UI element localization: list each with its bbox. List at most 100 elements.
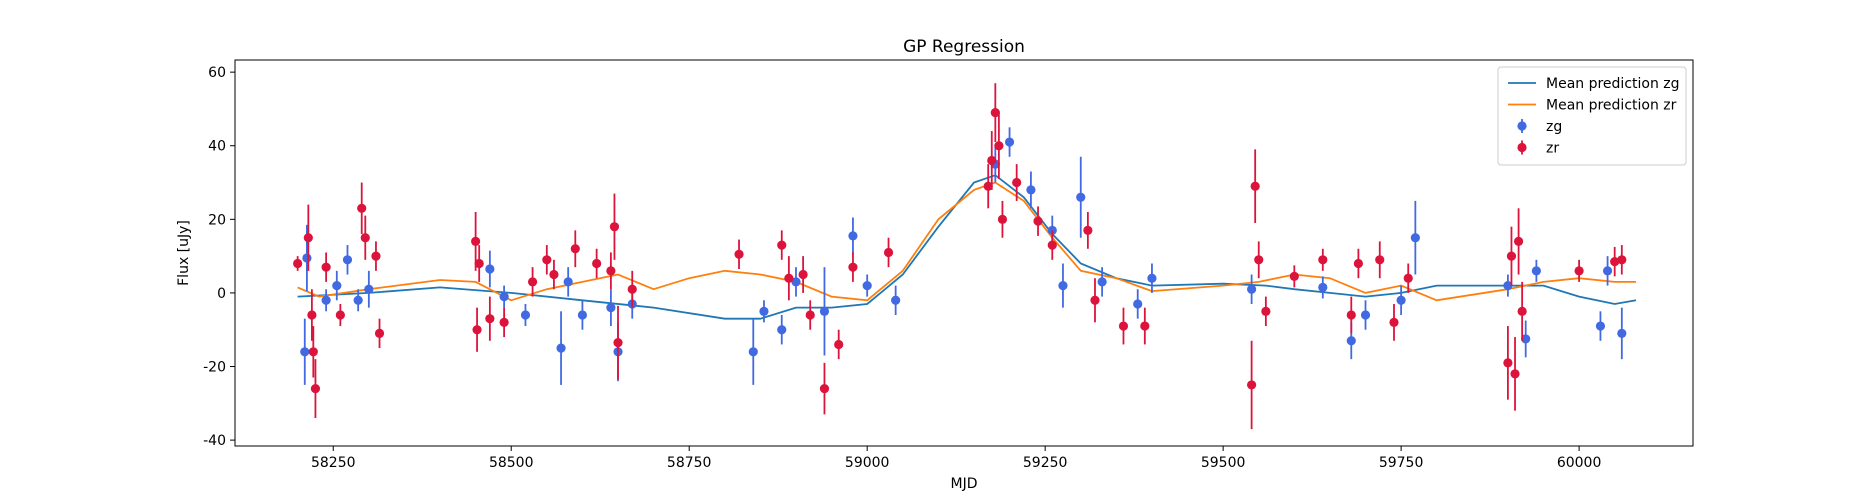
x-tick-label: 59750: [1379, 455, 1424, 471]
data-point: [987, 155, 997, 166]
data-point: [1058, 280, 1068, 291]
data-point: [520, 310, 531, 320]
data-point: [374, 328, 385, 339]
data-point: [563, 277, 573, 287]
data-point: [777, 240, 787, 250]
data-point: [335, 310, 345, 320]
data-point: [321, 295, 331, 305]
data-point: [1410, 233, 1420, 243]
data-point: [360, 233, 370, 243]
data-point: [1250, 181, 1260, 191]
data-point: [1004, 137, 1015, 147]
data-point: [549, 269, 559, 280]
data-point: [1517, 306, 1527, 316]
data-point: [1047, 240, 1057, 250]
data-point: [848, 231, 858, 241]
data-point: [997, 214, 1008, 224]
data-point: [1360, 310, 1371, 320]
data-point: [1521, 334, 1531, 344]
data-point: [1026, 185, 1036, 195]
data-point: [819, 306, 830, 316]
data-point: [527, 277, 538, 287]
data-point: [1147, 273, 1157, 283]
data-point: [1503, 280, 1513, 291]
legend-label: Mean prediction zg: [1546, 76, 1680, 92]
data-point: [485, 314, 495, 324]
data-point: [1510, 369, 1520, 379]
data-point: [1097, 277, 1107, 287]
data-point: [592, 258, 602, 269]
y-tick-label: -40: [203, 433, 226, 449]
legend-label: zr: [1546, 141, 1559, 157]
data-point: [1617, 328, 1627, 339]
data-point: [577, 310, 588, 320]
data-point: [1289, 271, 1299, 281]
data-point: [471, 236, 481, 247]
axes-frame: [234, 59, 1694, 447]
data-point: [759, 306, 769, 316]
data-point: [606, 266, 616, 276]
mean-line: [297, 181, 1636, 302]
data-point: [1595, 321, 1606, 331]
y-tick-label: 60: [208, 65, 226, 81]
legend-label: zg: [1546, 119, 1562, 135]
data-point: [1403, 273, 1413, 283]
x-tick-label: 59500: [1201, 455, 1246, 471]
data-point: [321, 262, 331, 272]
data-point: [1118, 321, 1129, 331]
data-point: [332, 280, 342, 291]
data-point: [1389, 317, 1399, 327]
data-point: [819, 383, 830, 394]
legend-marker: [1517, 142, 1527, 153]
data-point: [1396, 295, 1406, 305]
data-point: [734, 249, 744, 259]
x-tick-label: 58250: [311, 455, 356, 471]
data-point: [1012, 177, 1022, 188]
data-point: [1133, 299, 1143, 309]
legend-box: [1497, 66, 1687, 166]
data-point: [848, 262, 858, 272]
data-point: [862, 280, 872, 291]
chart-title: GP Regression: [903, 37, 1025, 57]
data-point: [1261, 306, 1271, 316]
data-point: [371, 251, 381, 261]
data-point: [1531, 266, 1541, 276]
y-tick-label: 0: [217, 286, 226, 302]
plot-area: [293, 83, 1637, 430]
data-point: [1503, 358, 1513, 368]
data-point: [485, 264, 495, 274]
data-point: [1375, 255, 1385, 265]
data-point: [1076, 192, 1086, 202]
x-tick-label: 59000: [845, 455, 890, 471]
data-point: [748, 347, 758, 357]
data-point: [891, 295, 901, 305]
data-point: [606, 303, 616, 313]
data-point: [1602, 266, 1613, 276]
data-point: [798, 269, 808, 280]
y-tick-label: -20: [203, 360, 226, 376]
x-tick-label: 58750: [667, 455, 712, 471]
data-point: [805, 310, 815, 320]
data-point: [791, 277, 801, 287]
data-point: [1083, 225, 1093, 235]
data-point: [303, 233, 313, 243]
data-point: [1254, 255, 1264, 265]
legend-marker: [1517, 121, 1527, 131]
legend-label: Mean prediction zr: [1546, 98, 1677, 114]
data-point: [1318, 282, 1328, 293]
data-point: [994, 141, 1004, 151]
data-point: [883, 247, 894, 258]
data-point: [1506, 251, 1517, 261]
data-point: [293, 258, 303, 269]
data-point: [1247, 284, 1257, 294]
y-axis-label: Flux [uJy]: [176, 220, 192, 286]
data-point: [1617, 255, 1627, 265]
data-point: [472, 325, 482, 335]
data-point: [834, 339, 844, 350]
data-point: [990, 108, 1000, 118]
data-point: [364, 284, 374, 294]
y-tick-label: 40: [208, 139, 226, 155]
data-point: [1610, 257, 1620, 267]
